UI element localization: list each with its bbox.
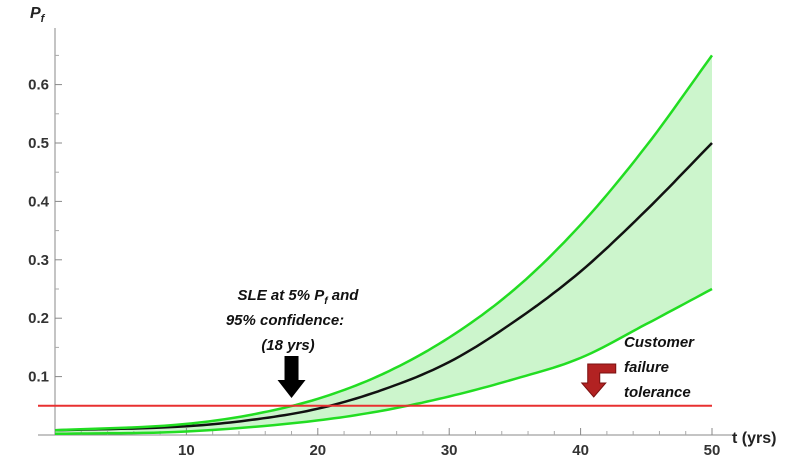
x-tick-label: 40 — [572, 442, 589, 459]
customer-annotation-line-3: tolerance — [624, 384, 691, 401]
x-tick-label: 30 — [441, 442, 458, 459]
customer-annotation-line-1: Customer — [624, 334, 695, 351]
series-median — [54, 142, 713, 432]
sle-annotation-line-1: SLE at 5% Pf and — [238, 287, 360, 307]
y-tick-label: 0.2 — [28, 310, 49, 327]
x-axis-title: t (yrs) — [732, 430, 776, 447]
y-axis-title: Pf — [30, 5, 46, 25]
series-layer — [54, 54, 714, 436]
sle-annotation-line-3: (18 yrs) — [261, 337, 314, 354]
x-tick-label: 50 — [704, 442, 721, 459]
sle-annotation-line-2: 95% confidence: — [226, 312, 344, 329]
y-tick-label: 0.3 — [28, 252, 49, 269]
series-upper-bound — [54, 54, 714, 432]
x-tick-label: 20 — [309, 442, 326, 459]
y-tick-label: 0.5 — [28, 135, 49, 152]
bent-down-arrow-icon — [580, 363, 617, 398]
series-lower-bound — [54, 287, 713, 436]
customer-annotation-line-2: failure — [624, 359, 669, 376]
x-tick-label: 10 — [178, 442, 195, 459]
y-tick-label: 0.6 — [28, 77, 49, 94]
tick-layer: 10 20 30 40 50 0.1 0.2 0.3 0.4 0.5 0.6 — [28, 54, 721, 459]
y-tick-label: 0.1 — [28, 369, 49, 386]
y-tick-label: 0.4 — [28, 193, 50, 210]
down-arrow-icon — [277, 356, 306, 398]
confidence-band — [55, 55, 712, 434]
sle-annotation-subscript: f — [324, 296, 329, 307]
confidence-band-layer — [55, 55, 712, 434]
axes — [38, 28, 735, 436]
y-axis-title-subscript: f — [41, 13, 46, 25]
